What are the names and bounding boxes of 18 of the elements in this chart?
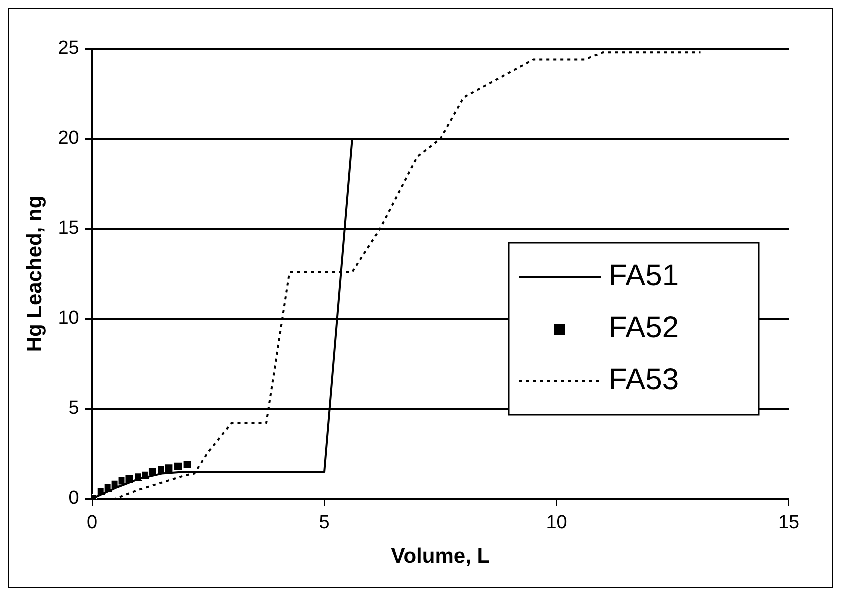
y-tick-label: 5 bbox=[68, 398, 80, 420]
legend-label: FA52 bbox=[609, 311, 680, 344]
legend-label: FA51 bbox=[609, 259, 680, 292]
legend-label: FA53 bbox=[609, 363, 680, 396]
x-tick-label: 0 bbox=[87, 512, 98, 534]
point bbox=[174, 462, 183, 472]
x-axis-title: Volume, L bbox=[391, 545, 490, 568]
y-tick-label: 15 bbox=[58, 218, 80, 240]
x-tick-label: 5 bbox=[319, 512, 330, 534]
y-tick-label: 10 bbox=[58, 308, 80, 330]
y-tick-label: 20 bbox=[58, 128, 80, 150]
point bbox=[164, 464, 174, 474]
y-tick-label: 0 bbox=[68, 488, 80, 510]
x-tick-label: 15 bbox=[778, 512, 800, 534]
x-tick-label: 10 bbox=[546, 512, 568, 534]
y-axis-title: Hg Leached, ng bbox=[23, 196, 46, 352]
y-tick-label: 25 bbox=[58, 38, 80, 60]
point bbox=[182, 460, 192, 470]
